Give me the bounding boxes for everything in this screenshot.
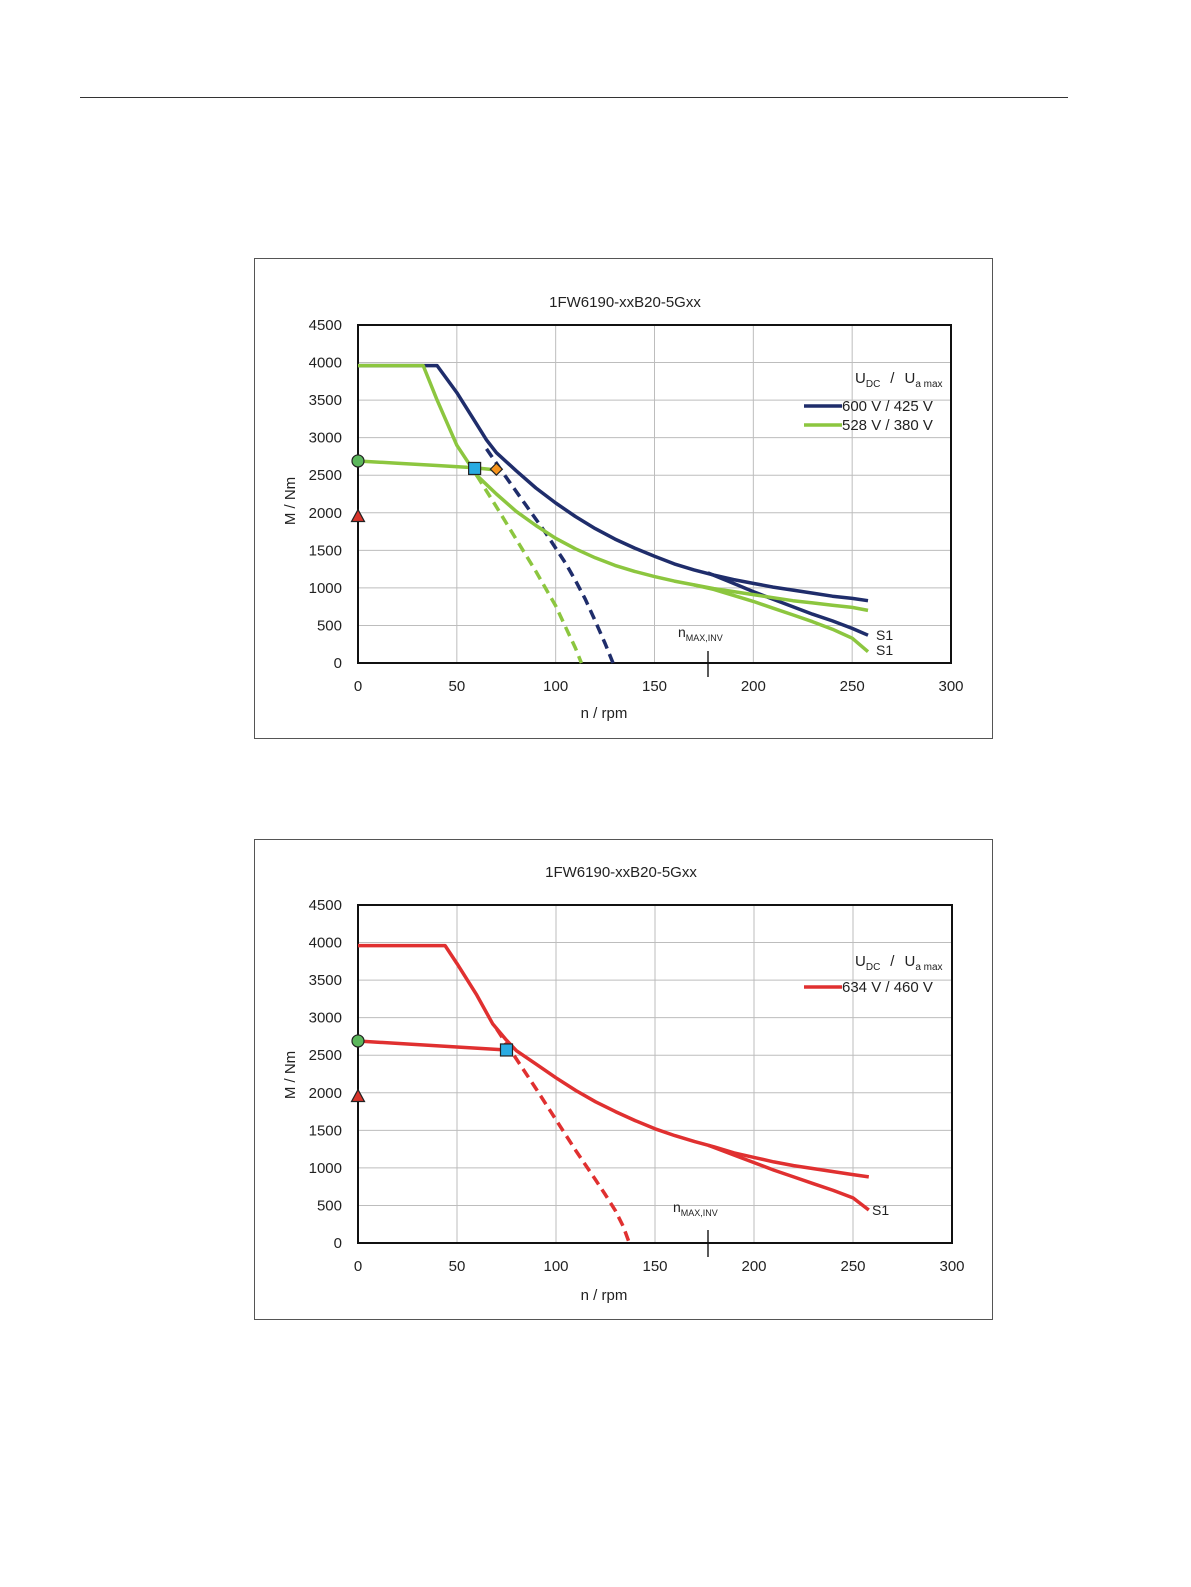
chart-title: 1FW6190-xxB20-5Gxx	[549, 294, 701, 311]
legend-u2-sub: a max	[915, 962, 942, 973]
legend-entry-528v: 528 V / 380 V	[842, 417, 933, 434]
series-line	[485, 447, 615, 664]
y-axis-label: M / Nm	[282, 1051, 299, 1099]
y-axis-label: M / Nm	[282, 477, 299, 525]
y-tick-label: 0	[334, 1235, 342, 1252]
plot-border	[357, 324, 952, 664]
y-tick-label: 500	[317, 1197, 342, 1214]
y-tick-label: 4000	[309, 935, 342, 952]
y-tick-label: 4500	[309, 317, 342, 334]
x-tick-label: 200	[741, 1258, 766, 1275]
series-line	[357, 459, 497, 472]
series-line	[693, 583, 870, 654]
marker-circle	[351, 454, 365, 468]
nmax-label: nMAX,INV	[678, 624, 723, 643]
nmax-label: nMAX,INV	[673, 1199, 718, 1218]
y-tick-label: 3000	[309, 1010, 342, 1027]
marker-diamond	[489, 462, 504, 477]
legend-u1: U	[855, 370, 866, 387]
series-line	[358, 943, 870, 1179]
x-tick-label: 150	[642, 678, 667, 695]
marker-triangle	[350, 1088, 366, 1103]
legend-entry-600v: 600 V / 425 V	[842, 398, 933, 415]
y-tick-label: 1500	[309, 542, 342, 559]
x-tick-label: 0	[354, 1258, 362, 1275]
y-tick-label: 2500	[309, 1047, 342, 1064]
marker-square	[468, 461, 482, 476]
legend-u2: U	[904, 953, 915, 970]
legend-entry-634v: 634 V / 460 V	[842, 979, 933, 996]
x-tick-label: 100	[543, 678, 568, 695]
x-tick-label: 300	[939, 1258, 964, 1275]
series-line	[357, 1039, 507, 1052]
x-axis-label: n / rpm	[581, 705, 628, 722]
legend-sep: /	[890, 953, 895, 970]
s1-label-blue: S1	[876, 627, 893, 643]
chart-1-svg: 1FW6190-xxB20-5Gxx n / rpm M / Nm UDC / Ua…	[282, 294, 964, 722]
nmax-main: n	[673, 1199, 681, 1215]
series-line	[358, 363, 869, 603]
x-axis-label: n / rpm	[581, 1287, 628, 1304]
nmax-sub: MAX,INV	[681, 1208, 718, 1218]
y-tick-label: 1500	[309, 1122, 342, 1139]
x-tick-label: 250	[840, 678, 865, 695]
y-tick-label: 500	[317, 617, 342, 634]
x-tick-label: 0	[354, 678, 362, 695]
x-tick-label: 150	[642, 1258, 667, 1275]
y-tick-label: 2000	[309, 1085, 342, 1102]
y-tick-label: 4000	[309, 355, 342, 372]
plot-border	[357, 904, 953, 1244]
chart-title: 1FW6190-xxB20-5Gxx	[545, 864, 697, 881]
s1-label-green: S1	[876, 642, 893, 658]
legend-u2-sub: a max	[915, 379, 942, 390]
y-tick-label: 1000	[309, 1160, 342, 1177]
legend-u1-sub: DC	[866, 379, 880, 390]
series-line	[707, 1143, 870, 1212]
series-line	[707, 571, 869, 637]
marker-triangle	[350, 508, 366, 523]
x-tick-label: 100	[543, 1258, 568, 1275]
y-tick-label: 2500	[309, 467, 342, 484]
series-line	[495, 1027, 631, 1244]
chart-1: 1FW6190-xxB20-5Gxx n / rpm M / Nm UDC / Ua…	[254, 258, 993, 739]
y-tick-label: 3500	[309, 972, 342, 989]
header-rule	[80, 97, 1068, 98]
chart-2-svg: 1FW6190-xxB20-5Gxx n / rpm M / Nm UDC / Ua…	[282, 864, 965, 1304]
series-line	[475, 474, 584, 664]
x-tick-label: 250	[840, 1258, 865, 1275]
y-tick-label: 3500	[309, 392, 342, 409]
x-tick-label: 300	[938, 678, 963, 695]
x-tick-label: 50	[449, 1258, 466, 1275]
marker-square	[499, 1043, 514, 1057]
chart-2: 1FW6190-xxB20-5Gxx n / rpm M / Nm UDC / Ua…	[254, 839, 993, 1320]
legend-sep: /	[890, 370, 895, 387]
s1-label-red: S1	[872, 1202, 889, 1218]
y-tick-label: 0	[334, 655, 342, 672]
legend-u1: U	[855, 953, 866, 970]
series-line	[358, 363, 869, 613]
x-tick-label: 200	[741, 678, 766, 695]
marker-circle	[351, 1034, 365, 1048]
y-tick-label: 4500	[309, 897, 342, 914]
y-tick-label: 3000	[309, 430, 342, 447]
legend-u2: U	[904, 370, 915, 387]
y-tick-label: 2000	[309, 505, 342, 522]
legend-header: UDC / Ua max	[855, 953, 943, 973]
x-tick-label: 50	[448, 678, 465, 695]
nmax-sub: MAX,INV	[686, 633, 723, 643]
y-tick-label: 1000	[309, 580, 342, 597]
nmax-main: n	[678, 624, 686, 640]
legend-u1-sub: DC	[866, 962, 880, 973]
legend-header: UDC / Ua max	[855, 370, 943, 390]
